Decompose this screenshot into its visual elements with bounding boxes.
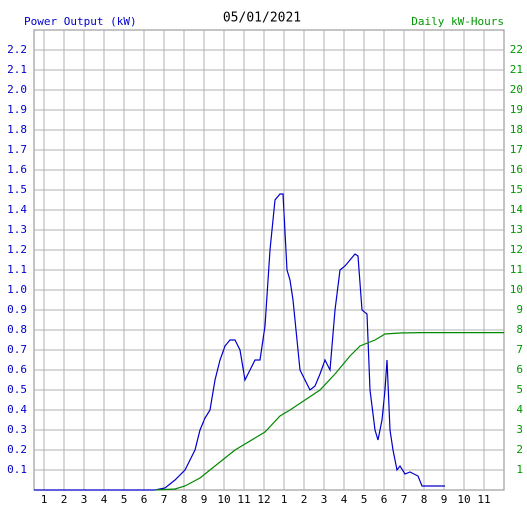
x-tick-label: 12 (257, 493, 270, 506)
y2-tick-label: 9 (516, 303, 523, 316)
y2-tick-label: 16 (510, 163, 523, 176)
y-tick-label: 1.4 (7, 203, 27, 216)
y-tick-label: 2.2 (7, 43, 27, 56)
y-tick-label: 1.6 (7, 163, 27, 176)
y2-tick-label: 12 (510, 243, 523, 256)
y2-tick-label: 13 (510, 223, 523, 236)
x-tick-label: 4 (101, 493, 108, 506)
x-tick-label: 7 (161, 493, 168, 506)
y-tick-label: 0.6 (7, 363, 27, 376)
chart-title: 05/01/2021 (223, 11, 301, 26)
x-tick-label: 11 (237, 493, 250, 506)
y-tick-label: 1.2 (7, 243, 27, 256)
y2-tick-label: 1 (516, 463, 523, 476)
y2-tick-label: 3 (516, 423, 523, 436)
data-line (34, 193, 445, 491)
y2-tick-label: 8 (516, 323, 523, 336)
y-tick-label: 1.5 (7, 183, 27, 196)
y2-tick-label: 4 (516, 403, 523, 416)
plot-frame (33, 29, 505, 491)
y-tick-label: 0.9 (7, 303, 27, 316)
y2-tick-label: 7 (516, 343, 523, 356)
y-tick-label: 1.7 (7, 143, 27, 156)
x-tick-label: 5 (121, 493, 128, 506)
x-tick-label: 4 (341, 493, 348, 506)
y-tick-label: 0.7 (7, 343, 27, 356)
y2-tick-label: 22 (510, 43, 523, 56)
y2-tick-label: 15 (510, 183, 523, 196)
y-tick-label: 0.8 (7, 323, 27, 336)
x-tick-label: 9 (201, 493, 208, 506)
x-tick-label: 8 (421, 493, 428, 506)
y-tick-label: 0.3 (7, 423, 27, 436)
x-tick-label: 9 (441, 493, 448, 506)
y2-tick-label: 6 (516, 363, 523, 376)
x-tick-label: 3 (81, 493, 88, 506)
x-tick-label: 7 (401, 493, 408, 506)
x-tick-label: 1 (281, 493, 288, 506)
x-tick-label: 8 (181, 493, 188, 506)
y-tick-label: 0.1 (7, 463, 27, 476)
y2-tick-label: 10 (510, 283, 523, 296)
y-tick-label: 1.0 (7, 283, 27, 296)
y2-tick-label: 19 (510, 103, 523, 116)
y-tick-label: 1.1 (7, 263, 27, 276)
y2-tick-label: 20 (510, 83, 523, 96)
y2-tick-label: 14 (510, 203, 524, 216)
x-tick-label: 3 (321, 493, 328, 506)
x-tick-label: 10 (217, 493, 230, 506)
y-axis-label: Power Output (kW) (24, 15, 137, 28)
x-tick-label: 6 (141, 493, 148, 506)
y2-tick-label: 11 (510, 263, 523, 276)
y2-tick-label: 21 (510, 63, 523, 76)
y-tick-label: 2.1 (7, 63, 27, 76)
y-tick-label: 1.9 (7, 103, 27, 116)
y2-tick-label: 5 (516, 383, 523, 396)
x-tick-label: 1 (41, 493, 48, 506)
x-tick-label: 10 (457, 493, 470, 506)
y-tick-label: 0.5 (7, 383, 27, 396)
x-tick-label: 11 (477, 493, 490, 506)
y2-tick-label: 2 (516, 443, 523, 456)
x-tick-label: 6 (381, 493, 388, 506)
y2-tick-label: 18 (510, 123, 523, 136)
y-tick-label: 2.0 (7, 83, 27, 96)
y-tick-label: 1.8 (7, 123, 27, 136)
x-tick-label: 2 (61, 493, 68, 506)
data-line (154, 332, 504, 491)
x-tick-label: 2 (301, 493, 308, 506)
x-tick-label: 5 (361, 493, 368, 506)
y2-tick-label: 17 (510, 143, 523, 156)
y2-axis-label: Daily kW-Hours (411, 15, 504, 28)
y-tick-label: 1.3 (7, 223, 27, 236)
y-tick-label: 0.2 (7, 443, 27, 456)
y-tick-label: 0.4 (7, 403, 27, 416)
